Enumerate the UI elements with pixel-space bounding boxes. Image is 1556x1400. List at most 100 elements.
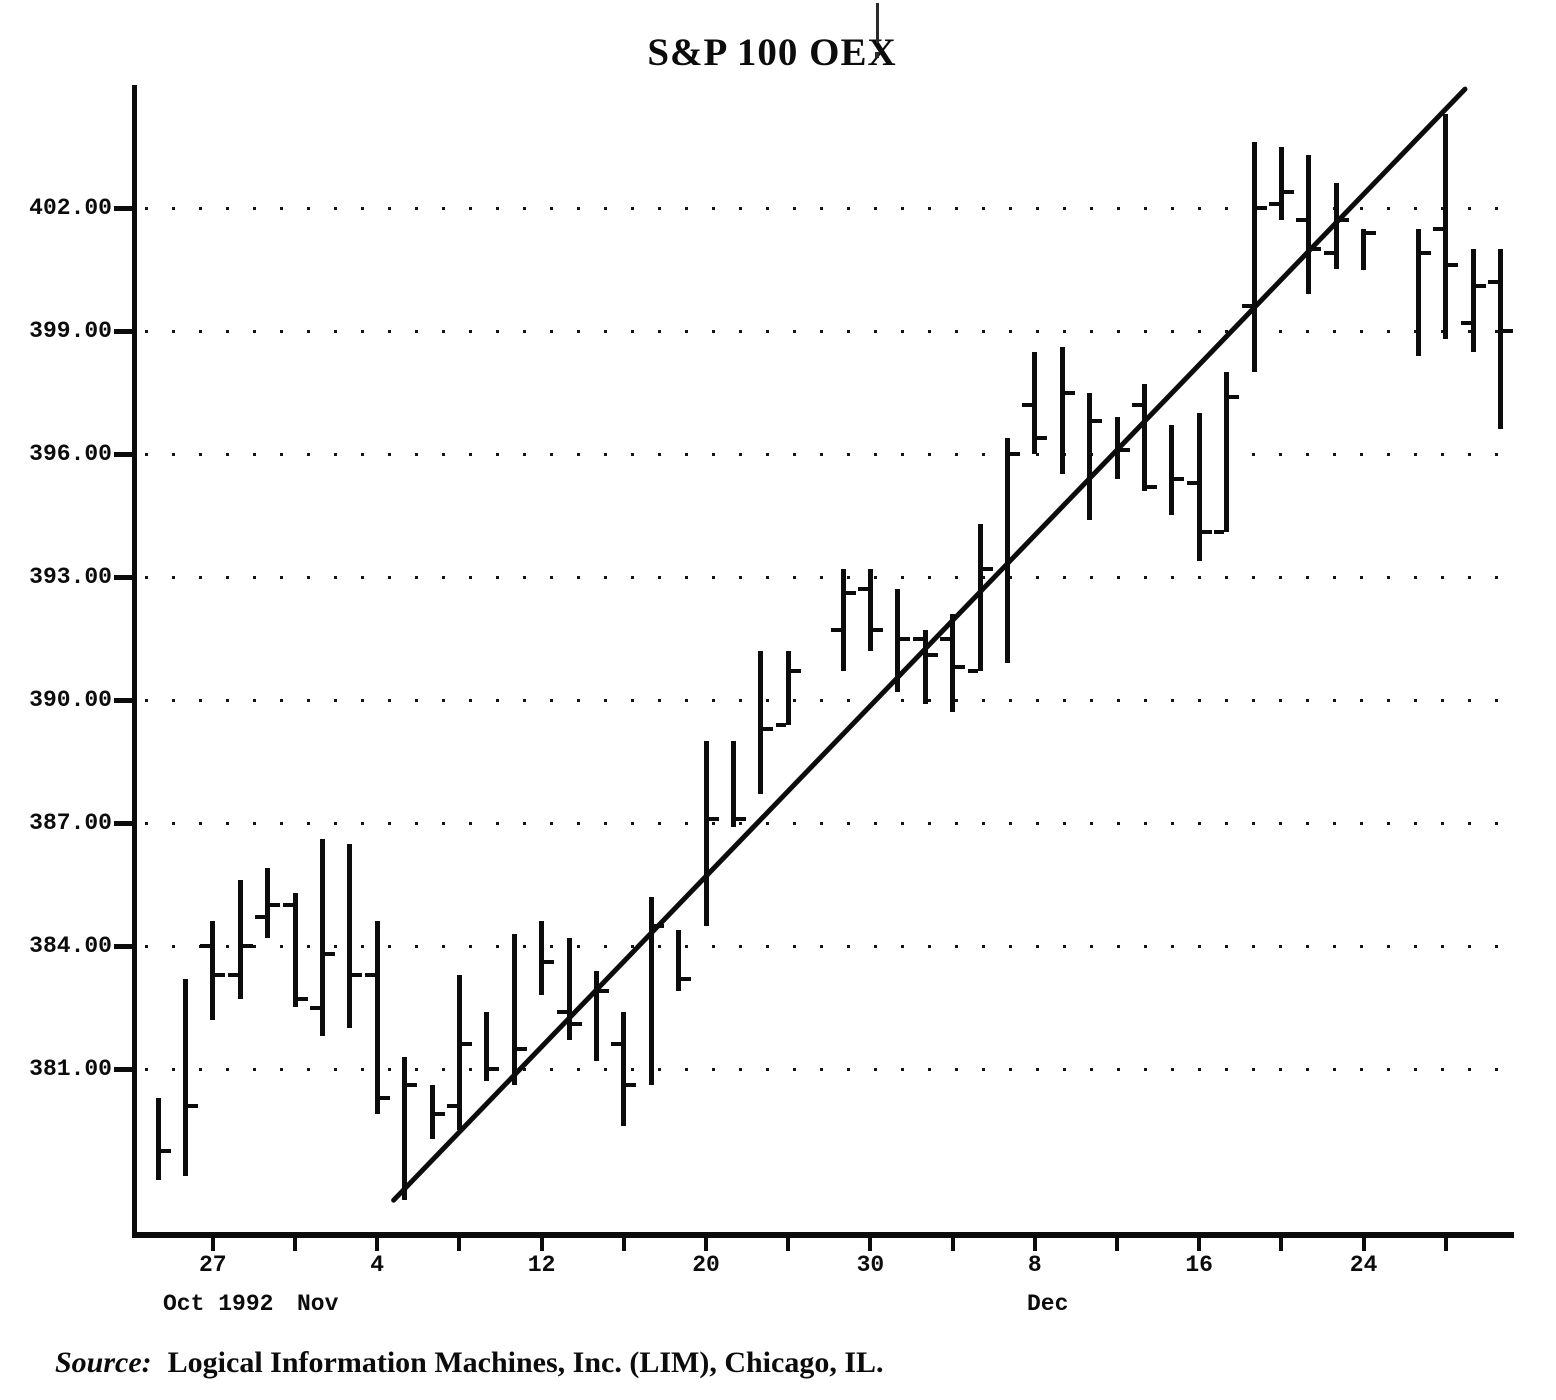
x-axis-label-30: 30: [856, 1252, 885, 1278]
open-tick-dec-2: [912, 636, 923, 641]
price-bar-nov-27: [840, 568, 846, 672]
price-bar-dec-9: [1059, 347, 1065, 475]
open-tick-nov-9: [446, 1103, 457, 1108]
close-tick-nov-25: [790, 669, 801, 674]
price-bar-dec-2: [922, 630, 928, 705]
y-axis-tick-381: [114, 1067, 133, 1072]
open-tick-dec-29: [1433, 226, 1444, 231]
price-bar-dec-31: [1498, 249, 1504, 430]
x-axis-tick-slot-11: [457, 1237, 462, 1251]
price-bar-dec-4: [977, 523, 983, 672]
y-axis-tick-390: [114, 698, 133, 703]
price-bar-nov-24: [758, 650, 764, 795]
close-tick-dec-23: [1338, 218, 1349, 223]
price-bar-dec-3: [950, 613, 956, 713]
open-tick-dec-16: [1186, 480, 1197, 485]
x-axis-label-27: 27: [198, 1252, 227, 1278]
x-axis-tick-slot-2: [210, 1237, 215, 1251]
close-tick-nov-13: [571, 1021, 582, 1026]
open-tick-dec-22: [1296, 218, 1307, 223]
x-axis-tick-slot-41: [1279, 1237, 1284, 1251]
close-tick-nov-4: [379, 1095, 390, 1100]
x-axis-tick-slot-26: [868, 1237, 873, 1251]
month-label-oct: Oct 1992: [163, 1291, 274, 1317]
open-tick-oct-27: [200, 944, 211, 948]
y-axis-label-402: 402.00: [29, 195, 112, 221]
close-tick-dec-8: [1037, 435, 1048, 440]
x-axis-tick-slot-8: [375, 1237, 380, 1251]
close-tick-nov-9: [461, 1042, 472, 1047]
close-tick-dec-2: [927, 652, 938, 657]
open-tick-nov-13: [556, 1009, 567, 1014]
x-axis-tick-slot-38: [1197, 1237, 1202, 1251]
close-tick-nov-12: [544, 960, 555, 965]
close-tick-dec-18: [1256, 206, 1267, 210]
x-axis-tick-slot-17: [621, 1237, 626, 1251]
price-bar-nov-11: [511, 933, 517, 1086]
price-bar-nov-10: [484, 1011, 490, 1082]
chart-title: S&P 100 OEX: [647, 31, 897, 74]
open-tick-dec-31: [1488, 279, 1499, 284]
price-bar-nov-16: [593, 970, 599, 1061]
open-tick-dec-8: [1022, 402, 1033, 407]
close-tick-dec-14: [1146, 484, 1157, 489]
price-bar-oct-26: [182, 978, 188, 1176]
price-bar-nov-2: [319, 839, 325, 1037]
open-tick-dec-23: [1323, 251, 1334, 256]
price-bar-nov-13: [566, 937, 572, 1041]
close-tick-oct-27: [215, 972, 226, 977]
price-bar-dec-16: [1196, 413, 1202, 561]
open-tick-dec-21: [1268, 201, 1279, 206]
y-axis-label-393: 393.00: [29, 564, 112, 590]
x-axis-label-20: 20: [692, 1252, 720, 1278]
close-tick-nov-24: [763, 726, 774, 731]
trend-line-svg: [391, 86, 1468, 1203]
price-bar-nov-5: [402, 1056, 408, 1201]
x-axis-tick-slot-5: [293, 1237, 297, 1251]
close-tick-nov-17: [626, 1083, 637, 1088]
x-axis-tick-slot-35: [1115, 1237, 1119, 1251]
month-label-dec: Dec: [1027, 1291, 1069, 1317]
x-axis-tick-slot-47: [1443, 1237, 1448, 1251]
open-tick-nov-30: [857, 587, 868, 592]
close-tick-dec-11: [1119, 447, 1130, 452]
open-tick-nov-4: [364, 972, 375, 977]
gridline-381: [145, 1068, 1513, 1071]
gridline-387: [145, 822, 1513, 825]
close-tick-oct-28: [242, 944, 253, 948]
close-tick-dec-4: [982, 566, 993, 571]
x-axis-label-12: 12: [527, 1252, 556, 1278]
open-tick-nov-25: [775, 722, 786, 727]
close-tick-nov-20: [708, 816, 719, 821]
x-axis-tick-slot-20: [704, 1237, 708, 1251]
price-bar-dec-7: [1004, 437, 1010, 664]
y-axis-label-399: 399.00: [29, 318, 112, 344]
close-tick-dec-31: [1503, 329, 1514, 333]
price-bar-nov-19: [676, 929, 682, 992]
price-bar-nov-30: [867, 568, 873, 651]
close-tick-nov-16: [598, 989, 609, 994]
close-tick-dec-17: [1229, 394, 1240, 399]
y-axis-label-396: 396.00: [29, 441, 112, 467]
price-bar-nov-4: [374, 921, 380, 1115]
price-bar-oct-23: [155, 1097, 161, 1180]
close-tick-nov-19: [681, 976, 692, 981]
open-tick-dec-18: [1241, 304, 1252, 309]
price-bar-nov-23: [730, 741, 736, 828]
source-credit: Source: Logical Information Machines, Inc…: [55, 1346, 884, 1380]
y-axis-tick-384: [114, 944, 133, 949]
close-tick-oct-30: [297, 997, 308, 1002]
gridline-390: [145, 699, 1513, 702]
open-tick-dec-4: [967, 669, 978, 674]
close-tick-oct-23: [160, 1149, 171, 1153]
gridline-399: [145, 330, 1513, 333]
price-bar-dec-10: [1087, 392, 1093, 520]
close-tick-dec-29: [1448, 263, 1459, 268]
close-tick-nov-30: [872, 628, 883, 633]
close-tick-nov-23: [735, 816, 746, 821]
price-bar-dec-15: [1169, 425, 1175, 516]
price-bar-dec-8: [1032, 351, 1038, 454]
gridline-402: [145, 207, 1513, 210]
price-bar-nov-12: [539, 921, 545, 996]
close-tick-dec-16: [1201, 529, 1212, 534]
